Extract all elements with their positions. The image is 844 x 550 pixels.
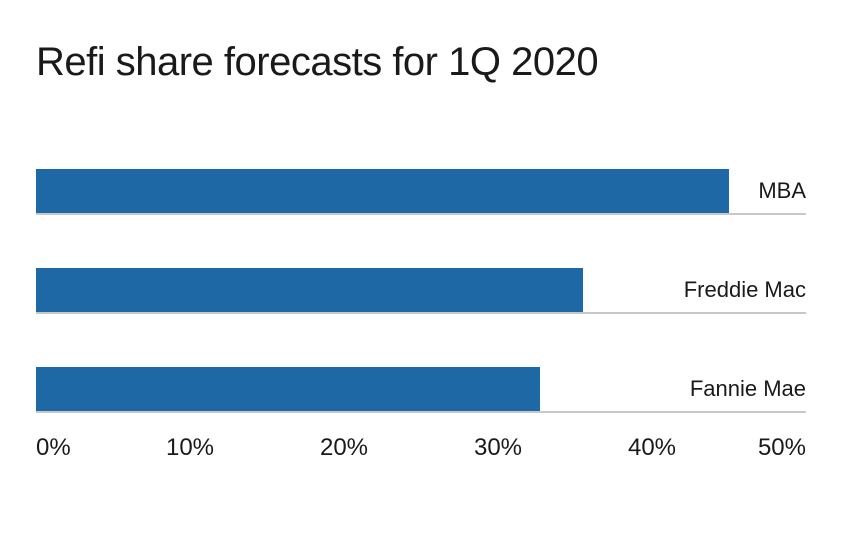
bar-freddie-mac [36,268,583,312]
x-axis-tick-label: 10% [165,434,215,461]
plot-area: MBA Freddie Mac Fannie Mae [36,169,806,413]
x-axis-tick-label: 50% [757,434,806,461]
x-axis-tick-label: 20% [319,434,369,461]
axis-baseline [36,312,806,314]
x-axis-tick-label: 40% [627,434,677,461]
x-axis-tick-label: 0% [36,434,71,461]
x-axis-tick-label: 30% [473,434,523,461]
bar-mba [36,169,729,213]
bar-label-fannie-mae: Fannie Mae [689,376,806,401]
bar-row-freddie-mac: Freddie Mac [36,268,806,314]
bar-row-fannie-mae: Fannie Mae [36,367,806,413]
x-axis: 0% 10% 20% 30% 40% 50% [36,434,806,466]
axis-baseline [36,411,806,413]
chart-title: Refi share forecasts for 1Q 2020 [36,40,599,84]
bar-fannie-mae [36,367,540,411]
axis-baseline [36,213,806,215]
bar-row-mba: MBA [36,169,806,215]
bar-label-freddie-mac: Freddie Mac [683,277,806,302]
bar-label-mba: MBA [758,178,806,203]
